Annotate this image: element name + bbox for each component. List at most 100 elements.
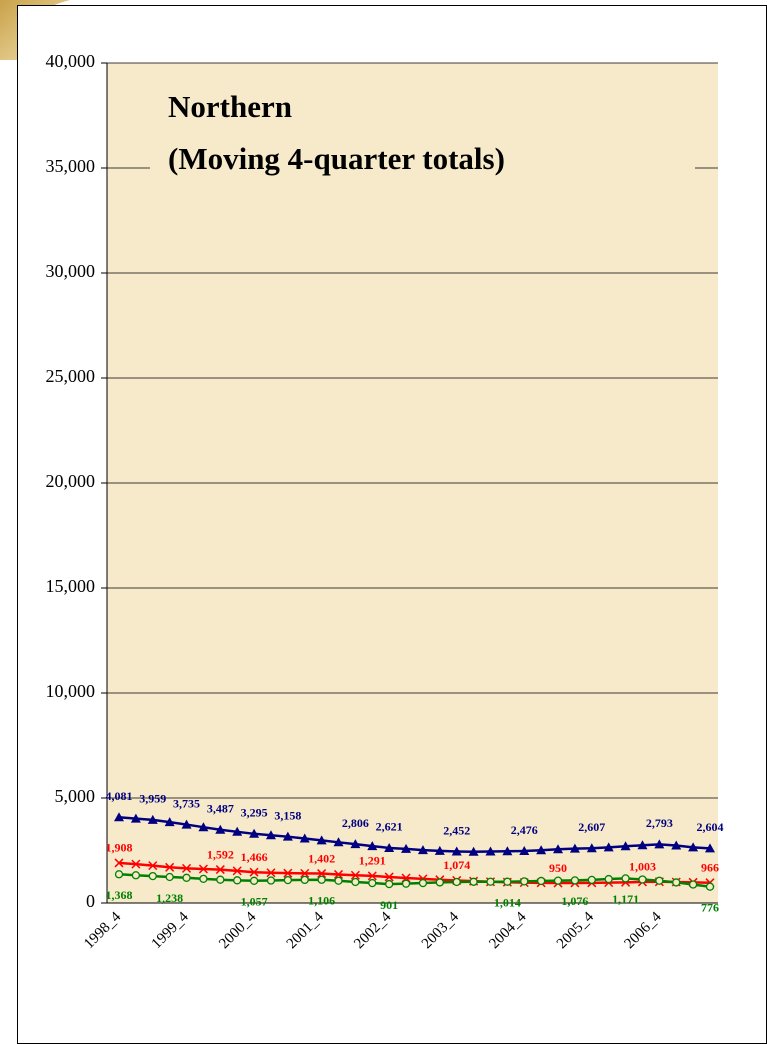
y-tick-label: 40,000 [46,51,96,71]
y-tick-label: 30,000 [46,261,96,281]
marker [367,871,377,881]
data-label: 1,003 [629,860,656,874]
data-label: 2,604 [697,820,724,834]
marker [215,865,225,875]
marker [520,877,529,886]
marker [317,869,327,879]
marker [114,870,124,879]
marker [468,846,479,856]
marker [435,878,444,887]
marker [434,845,445,855]
marker [452,877,461,887]
marker [553,844,564,854]
marker [215,824,226,834]
data-label: 1,074 [443,858,470,872]
marker [182,873,191,882]
marker [317,875,326,884]
data-label: 1,057 [241,895,268,909]
marker [350,870,360,880]
marker [114,858,124,868]
data-label: 1,402 [308,851,335,865]
marker [688,880,698,889]
marker [148,861,158,871]
marker [266,868,276,878]
marker [249,876,259,885]
marker [249,828,260,838]
marker [671,840,682,850]
chart-subtitle: (Moving 4-quarter totals) [168,141,505,176]
data-label: 3,158 [274,808,301,822]
marker [587,875,596,885]
y-tick-label: 15,000 [46,576,96,596]
marker [502,846,513,856]
marker [198,864,208,874]
series-line [118,816,711,854]
marker [232,826,243,836]
marker [384,872,394,882]
marker [350,839,361,849]
marker [367,841,378,851]
y-tick-label: 25,000 [46,366,96,386]
series-line [118,861,711,885]
data-label: 2,607 [578,820,605,834]
marker [316,835,327,845]
data-label: 2,793 [646,816,673,830]
marker [368,878,377,888]
data-label: 1,171 [612,892,639,906]
marker [283,875,293,885]
y-tick-label: 0 [86,891,95,911]
marker [233,876,242,885]
marker [486,877,495,886]
marker [283,868,293,878]
data-label: 901 [380,898,398,912]
marker [266,876,276,885]
marker [299,833,310,843]
marker [586,843,597,853]
chart-title: Northern [168,89,292,124]
data-label: 1,014 [494,895,521,909]
marker [603,842,614,852]
marker [536,845,547,855]
marker [384,842,395,852]
y-tick-label: 35,000 [46,156,96,176]
marker [300,868,310,878]
marker [672,878,681,887]
data-label: 776 [701,900,719,914]
marker [401,879,411,888]
title-box [150,73,695,185]
data-label: 2,476 [511,823,538,837]
data-label: 2,452 [443,823,470,837]
marker [385,879,394,889]
marker [705,882,715,891]
marker [265,830,276,840]
marker [451,846,462,856]
marker [654,839,665,849]
marker [569,843,580,853]
data-label: 3,959 [139,792,166,806]
marker [198,822,209,832]
y-tick-label: 5,000 [55,786,96,806]
marker [688,842,699,852]
data-label: 950 [549,861,567,875]
marker [182,863,192,873]
marker [418,878,428,888]
marker [114,812,124,822]
data-label: 3,295 [241,806,268,820]
data-label: 1,908 [106,841,133,855]
marker [620,841,631,851]
marker [417,845,428,855]
marker [333,869,344,879]
marker [621,874,630,883]
marker [249,867,259,877]
marker [165,862,175,872]
marker [148,871,157,881]
marker [232,866,242,876]
marker [282,831,293,841]
marker [469,877,478,886]
data-label: 2,806 [342,816,369,830]
data-label: 1,592 [207,847,234,861]
marker [131,871,141,880]
y-tick-label: 10,000 [46,681,96,701]
marker [181,819,192,829]
